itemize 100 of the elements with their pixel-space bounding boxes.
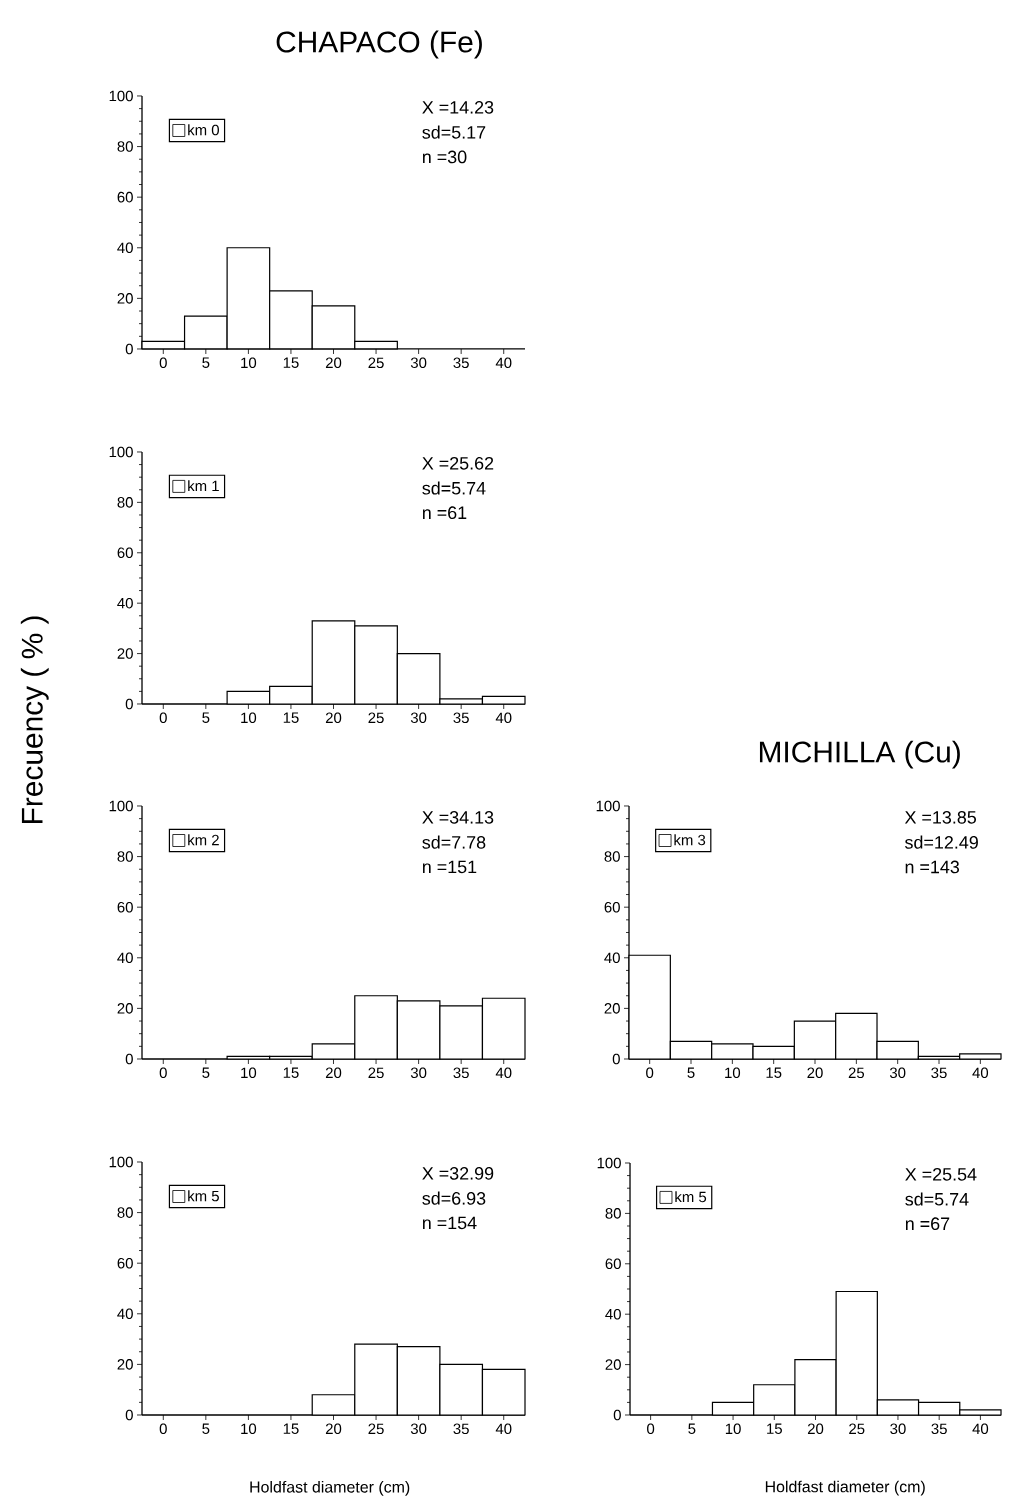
y-tick-label: 100 <box>109 800 133 812</box>
y-tick-label: 40 <box>117 1308 133 1320</box>
annotation: sd=5.17 <box>422 125 486 139</box>
y-tick-label: 0 <box>125 698 133 710</box>
legend-label: km 5 <box>675 1191 707 1203</box>
x-tick-label: 35 <box>931 1423 947 1435</box>
x-tick-label: 5 <box>202 1423 210 1434</box>
x-tick-label: 40 <box>495 712 512 724</box>
x-tick-label: 10 <box>241 357 257 369</box>
y-tick-label: 40 <box>117 952 133 964</box>
annotation: n =151 <box>422 860 477 874</box>
x-tick-label: 20 <box>325 712 342 724</box>
y-tick-label: 20 <box>117 1359 133 1370</box>
annotation: sd=12.49 <box>904 835 978 849</box>
x-tick-label: 15 <box>283 1067 299 1078</box>
x-tick-label: 15 <box>767 1423 782 1434</box>
x-tick-label: 0 <box>159 1423 167 1435</box>
x-tick-label: 20 <box>807 1067 823 1079</box>
x-tick-label: 20 <box>325 1067 342 1079</box>
y-tick-label: 40 <box>605 1308 621 1320</box>
y-axis-title: Frecuency ( % ) <box>20 616 49 823</box>
annotation: X =13.85 <box>904 811 977 824</box>
annotation: X =25.54 <box>905 1167 977 1181</box>
x-tick-label: 25 <box>368 357 384 369</box>
x-tick-label: 20 <box>325 357 342 369</box>
y-tick-label: 20 <box>117 293 133 304</box>
y-tick-label: 100 <box>109 446 133 458</box>
y-tick-label: 40 <box>604 952 620 964</box>
x-tick-label: 15 <box>283 1423 299 1434</box>
x-tick-label: 30 <box>410 1067 427 1079</box>
annotation: n =30 <box>422 150 467 164</box>
y-tick-label: 80 <box>117 497 133 508</box>
x-tick-label: 15 <box>283 712 299 723</box>
annotation: n =154 <box>422 1216 477 1230</box>
annotation: sd=5.74 <box>905 1192 969 1206</box>
chart-title: CHAPACO (Fe) <box>276 30 482 59</box>
x-tick-label: 35 <box>931 1067 947 1079</box>
x-tick-label: 10 <box>725 1423 741 1435</box>
x-tick-label: 5 <box>688 1423 696 1434</box>
x-tick-label: 30 <box>410 357 427 369</box>
y-tick-label: 20 <box>604 1003 620 1014</box>
x-axis-title: Holdfast diameter (cm) <box>250 1480 410 1496</box>
x-tick-label: 40 <box>495 357 512 369</box>
x-tick-label: 35 <box>453 357 469 369</box>
y-tick-label: 20 <box>117 648 133 659</box>
y-tick-label: 100 <box>109 90 133 102</box>
x-tick-label: 5 <box>202 1067 210 1078</box>
x-tick-label: 25 <box>368 1067 384 1079</box>
y-tick-label: 80 <box>117 851 133 862</box>
y-tick-label: 20 <box>605 1359 621 1370</box>
x-tick-label: 10 <box>725 1067 741 1079</box>
x-tick-label: 5 <box>202 357 210 368</box>
annotation: X =34.13 <box>422 811 494 824</box>
x-tick-label: 25 <box>368 712 384 724</box>
x-axis-title: Holdfast diameter (cm) <box>765 1480 925 1496</box>
x-tick-label: 40 <box>495 1067 512 1079</box>
annotation: sd=7.78 <box>422 835 486 849</box>
y-tick-label: 100 <box>596 800 620 812</box>
legend-label: km 3 <box>674 834 706 846</box>
y-tick-label: 60 <box>117 547 133 559</box>
y-tick-label: 100 <box>109 1156 133 1168</box>
x-tick-label: 35 <box>453 1067 469 1079</box>
x-tick-label: 40 <box>972 1423 989 1435</box>
y-tick-label: 0 <box>125 1053 133 1065</box>
y-tick-label: 80 <box>117 1207 133 1218</box>
x-tick-label: 35 <box>453 1423 469 1435</box>
y-tick-label: 60 <box>117 191 133 203</box>
y-tick-label: 40 <box>117 242 133 254</box>
y-tick-label: 60 <box>604 901 620 913</box>
x-tick-label: 25 <box>849 1423 865 1435</box>
x-tick-label: 0 <box>647 1423 655 1435</box>
y-tick-label: 80 <box>604 851 620 862</box>
annotation: n =61 <box>422 506 467 520</box>
y-tick-label: 0 <box>125 1409 133 1421</box>
annotation: sd=5.74 <box>422 481 486 495</box>
x-tick-label: 20 <box>325 1423 342 1435</box>
x-tick-label: 30 <box>410 712 427 724</box>
y-tick-label: 0 <box>125 343 133 355</box>
chart-title: MICHILLA (Cu) <box>759 740 960 769</box>
y-tick-label: 60 <box>117 901 133 913</box>
annotation: sd=6.93 <box>422 1191 486 1205</box>
x-tick-label: 25 <box>848 1067 865 1079</box>
y-tick-label: 20 <box>117 1003 133 1014</box>
legend-label: km 5 <box>188 1190 219 1202</box>
y-tick-label: 100 <box>597 1157 621 1169</box>
y-tick-label: 60 <box>605 1258 621 1270</box>
x-tick-label: 40 <box>972 1067 989 1079</box>
x-tick-label: 30 <box>410 1423 427 1435</box>
annotation: X =32.99 <box>422 1167 494 1180</box>
annotation: X =25.62 <box>422 456 494 470</box>
x-tick-label: 35 <box>453 712 469 724</box>
legend-label: km 2 <box>188 834 219 846</box>
x-tick-label: 25 <box>368 1423 384 1435</box>
legend-label: km 0 <box>188 124 219 136</box>
x-tick-label: 0 <box>159 1067 167 1079</box>
x-tick-label: 0 <box>159 712 167 724</box>
y-tick-label: 0 <box>612 1053 620 1065</box>
x-tick-label: 0 <box>646 1067 654 1079</box>
x-tick-label: 15 <box>283 357 299 368</box>
x-tick-label: 15 <box>766 1067 782 1078</box>
